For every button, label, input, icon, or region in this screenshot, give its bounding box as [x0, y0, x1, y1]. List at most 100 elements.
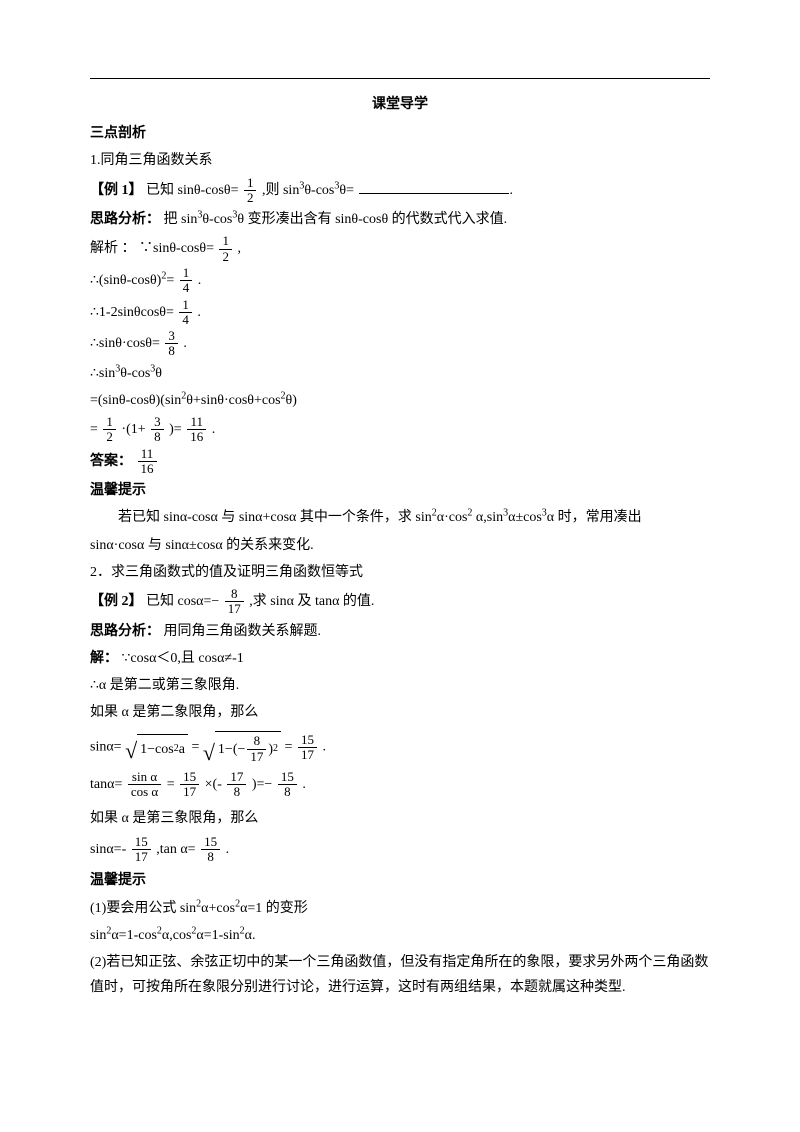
sqrt: √ 1−(− 817 )2 — [203, 731, 281, 764]
text: 用同角三角函数关系解题. — [164, 624, 322, 639]
step: ∴sin3θ-cos3θ — [90, 361, 710, 386]
step: ∴sinθ·cosθ= 38 . — [90, 329, 710, 359]
label: 解析 ： — [90, 241, 136, 256]
text: θ-cos — [202, 212, 232, 227]
text: ∴sin — [90, 366, 115, 381]
text: θ= — [339, 183, 354, 198]
text: = — [166, 273, 174, 288]
text: . — [509, 183, 513, 198]
fraction: 14 — [180, 266, 193, 296]
text: tanα= — [90, 777, 122, 792]
fraction: 817 — [247, 734, 266, 764]
fraction: 12 — [244, 176, 257, 206]
text: =(sinθ-cosθ)(sin — [90, 393, 181, 408]
text: 1−(− — [218, 737, 245, 762]
tip-body: (2)若已知正弦、余弦正切中的某一个三角函数值，但没有指定角所在的象限，要求另外… — [90, 950, 710, 1000]
text: sinα= — [90, 740, 122, 755]
text: ,求 sinα 及 tanα 的值. — [249, 594, 374, 609]
fraction: 158 — [278, 770, 297, 800]
analysis-label: 思路分析： — [90, 212, 160, 227]
tip-body: sinα·cosα 与 sinα±cosα 的关系来变化. — [90, 533, 710, 558]
text: , — [237, 241, 241, 256]
text: = — [285, 740, 293, 755]
doc-title: 课堂导学 — [90, 92, 710, 117]
fraction: 158 — [201, 835, 220, 865]
step: =(sinθ-cosθ)(sin2θ+sinθ·cosθ+cos2θ) — [90, 388, 710, 413]
fraction: 178 — [227, 770, 246, 800]
text: 已知 cosα=− — [146, 594, 219, 609]
fraction: 1517 — [132, 835, 151, 865]
fraction: 1116 — [187, 415, 206, 445]
answer-label: 答案： — [90, 454, 132, 469]
step: 如果 α 是第三象限角，那么 — [90, 806, 710, 831]
fraction: 12 — [103, 415, 116, 445]
text: = — [191, 740, 199, 755]
step: ∴(sinθ-cosθ)2= 14 . — [90, 266, 710, 296]
text: θ 变形凑出含有 sinθ-cosθ 的代数式代入求值. — [237, 212, 507, 227]
p2: 2．求三角函数式的值及证明三角函数恒等式 — [90, 560, 710, 585]
text: a — [179, 737, 185, 762]
step: 解： ∵cosα＜0,且 cosα≠-1 — [90, 646, 710, 671]
text: = — [167, 777, 175, 792]
text: ∵cosα＜0,且 cosα≠-1 — [122, 651, 244, 666]
analysis-label: 思路分析： — [90, 624, 160, 639]
step: 解析 ： ∵sinθ-cosθ= 12 , — [90, 234, 710, 264]
step: sinα=- 1517 ,tan α= 158 . — [90, 835, 710, 865]
text: α±cos — [508, 510, 542, 525]
text: α+cos — [201, 901, 235, 916]
text: α=1-cos — [111, 928, 157, 943]
text: . — [198, 273, 202, 288]
text: α=1 的变形 — [240, 901, 308, 916]
text: θ+sinθ·cosθ+cos — [186, 393, 280, 408]
text: ,tan α= — [156, 842, 195, 857]
text: ×(- — [205, 777, 222, 792]
tip-body: sin2α=1-cos2α,cos2α=1-sin2α. — [90, 923, 710, 948]
text: )=− — [252, 777, 272, 792]
tip-heading: 温馨提示 — [90, 478, 710, 503]
text: α·cos — [437, 510, 468, 525]
tip-body: 若已知 sinα-cosα 与 sinα+cosα 其中一个条件，求 sin2α… — [90, 505, 710, 530]
text: sinα=- — [90, 842, 126, 857]
fraction: 1517 — [298, 733, 317, 763]
text: ∴(sinθ-cosθ) — [90, 273, 161, 288]
text: ∴sinθ·cosθ= — [90, 336, 160, 351]
text: θ — [155, 366, 162, 381]
text: α,cos — [162, 928, 192, 943]
text: θ-cos — [120, 366, 150, 381]
text: θ-cos — [304, 183, 334, 198]
label: 解： — [90, 651, 118, 666]
text: . — [212, 422, 216, 437]
text: ∴1-2sinθcosθ= — [90, 305, 174, 320]
step: = 12 ·(1+ 38 )= 1116 . — [90, 415, 710, 445]
text: sin — [90, 928, 106, 943]
analysis-2: 思路分析： 用同角三角函数关系解题. — [90, 619, 710, 644]
fraction: sin αcos α — [128, 770, 161, 800]
text: ·(1+ — [121, 422, 145, 437]
example-label: 【例 1】 — [90, 183, 143, 198]
text: α,sin — [472, 510, 503, 525]
text: (1)要会用公式 sin — [90, 901, 196, 916]
text: 1−cos — [140, 737, 174, 762]
answer: 答案： 1116 — [90, 447, 710, 477]
text: )= — [169, 422, 182, 437]
text: . — [322, 740, 326, 755]
example-label: 【例 2】 — [90, 594, 143, 609]
fraction: 38 — [151, 415, 164, 445]
text: 已知 sinθ-cosθ= — [146, 183, 238, 198]
text: . — [183, 336, 187, 351]
header-rule — [90, 78, 710, 79]
fraction: 14 — [179, 298, 192, 328]
text: . — [302, 777, 306, 792]
text: α 时，常用凑出 — [547, 510, 642, 525]
step: ∴1-2sinθcosθ= 14 . — [90, 298, 710, 328]
tip-heading: 温馨提示 — [90, 868, 710, 893]
fraction: 1116 — [138, 447, 157, 477]
fraction: 1517 — [180, 770, 199, 800]
analysis-1: 思路分析： 把 sin3θ-cos3θ 变形凑出含有 sinθ-cosθ 的代数… — [90, 207, 710, 232]
text: ,则 sin — [262, 183, 299, 198]
example-1: 【例 1】 已知 sinθ-cosθ= 12 ,则 sin3θ-cos3θ= . — [90, 176, 710, 206]
text: 把 sin — [164, 212, 198, 227]
text: 若已知 sinα-cosα 与 sinα+cosα 其中一个条件，求 sin — [118, 510, 432, 525]
text: α=1-sin — [196, 928, 239, 943]
page: 课堂导学 三点剖析 1.同角三角函数关系 【例 1】 已知 sinθ-cosθ=… — [0, 0, 800, 1132]
